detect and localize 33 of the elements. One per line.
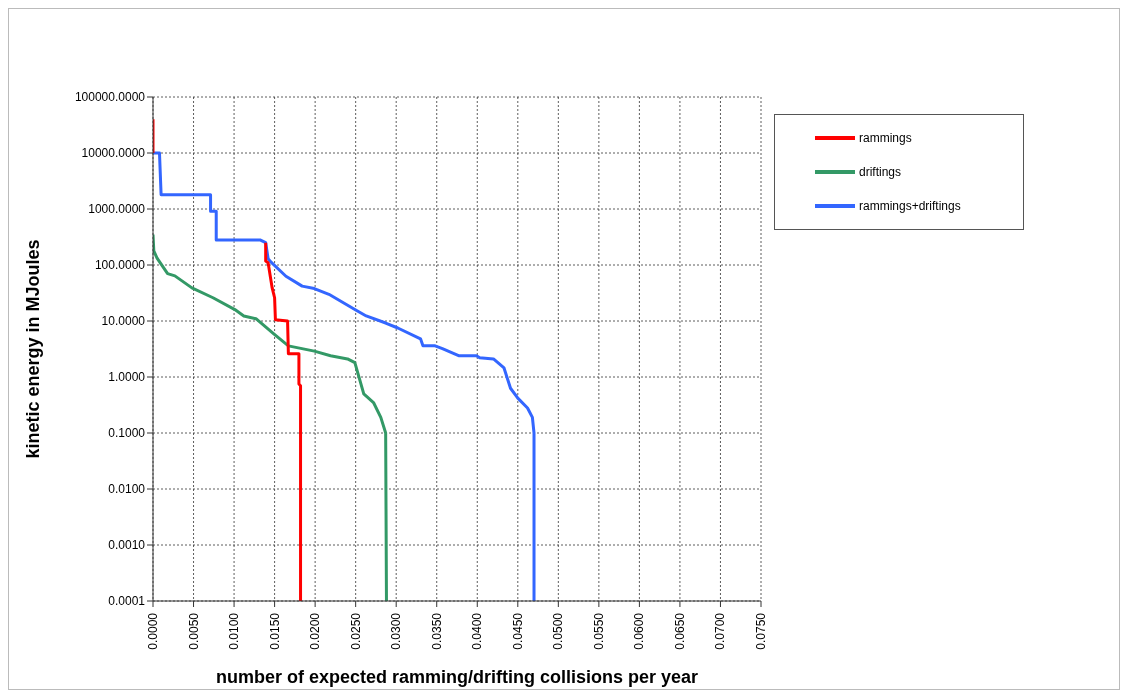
y-tick-label: 1.0000: [108, 370, 146, 385]
x-tick-label: 0.0050: [186, 612, 201, 650]
x-tick-label: 0.0150: [267, 612, 282, 650]
x-tick-label: 0.0400: [470, 612, 485, 650]
y-tick-label: 0.0001: [108, 594, 146, 609]
x-tick-label: 0.0500: [551, 612, 566, 650]
x-tick-label: 0.0200: [308, 612, 323, 650]
x-tick-label: 0.0700: [713, 612, 728, 650]
legend-label: rammings+driftings: [859, 198, 961, 215]
x-tick-label: 0.0650: [672, 612, 687, 650]
y-tick-label: 100.0000: [94, 258, 146, 273]
legend-label: rammings: [859, 130, 912, 147]
x-tick-label: 0.0000: [146, 612, 160, 650]
y-tick-label: 100000.0000: [74, 90, 146, 105]
x-tick-label: 0.0100: [227, 612, 242, 650]
x-tick-label: 0.0600: [632, 612, 647, 650]
line-series: [153, 151, 536, 601]
x-tick-label: 0.0250: [348, 612, 363, 650]
line-series: [153, 233, 388, 601]
y-tick-label: 10000.0000: [81, 146, 146, 161]
x-tick-label: 0.0300: [389, 612, 404, 650]
y-tick-label: 0.1000: [108, 426, 146, 441]
legend-label: driftings: [859, 164, 902, 181]
x-axis-title: number of expected ramming/drifting collisions per year: [215, 667, 699, 687]
y-tick-label: 0.0100: [108, 482, 146, 497]
x-tick-label: 0.0450: [510, 612, 525, 650]
y-tick-label: 10.0000: [101, 314, 146, 329]
y-tick-label: 1000.0000: [88, 202, 146, 217]
x-tick-label: 0.0550: [591, 612, 606, 650]
x-tick-label: 0.0350: [429, 612, 444, 650]
x-tick-label: 0.0750: [754, 612, 768, 650]
y-tick-label: 0.0010: [108, 538, 146, 553]
y-axis-title: kinetic energy in MJoules: [23, 239, 44, 459]
